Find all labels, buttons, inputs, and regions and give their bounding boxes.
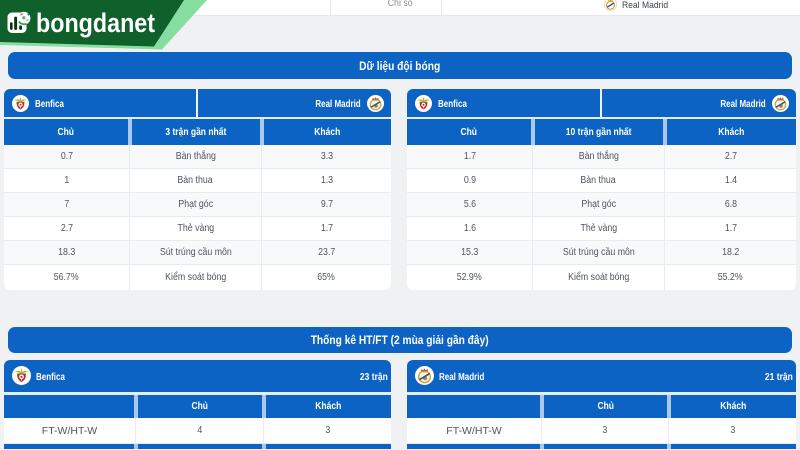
svg-text:bongdanet: bongdanet: [36, 8, 155, 38]
